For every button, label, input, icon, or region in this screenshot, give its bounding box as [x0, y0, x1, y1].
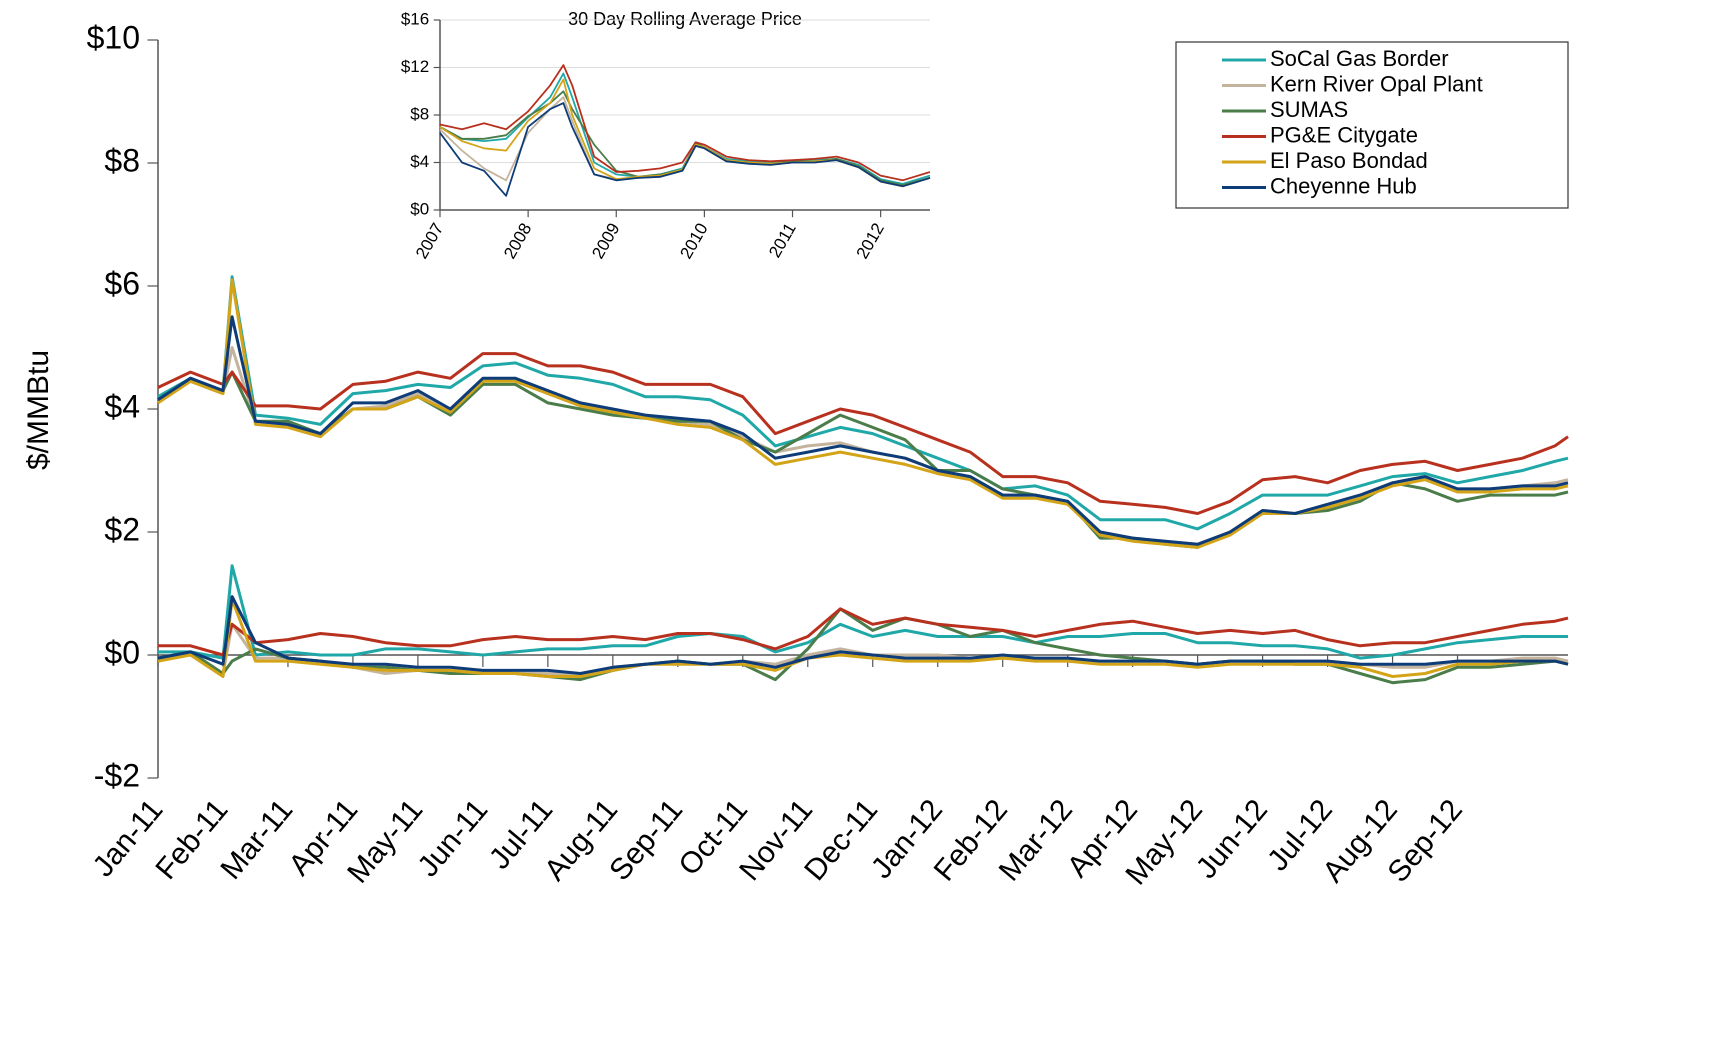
y-tick-label: $6 [104, 265, 140, 301]
y-tick-label: $16 [401, 9, 429, 28]
line-series [157, 278, 1569, 549]
line-series [158, 564, 1568, 660]
legend-label: SoCal Gas Border [1270, 46, 1449, 71]
y-tick-label: $4 [410, 152, 429, 171]
y-tick-label: $10 [87, 19, 140, 55]
y-tick-label: $8 [410, 104, 429, 123]
x-tick-label: Mar-11 [214, 793, 299, 885]
x-tick-label: Mar-12 [993, 793, 1079, 887]
line-series [157, 370, 1569, 549]
line-series [157, 315, 1569, 546]
line-series [157, 607, 1569, 685]
y-axis-label: $/MMBtu [22, 350, 55, 470]
line-series [439, 102, 931, 197]
legend-label: Kern River Opal Plant [1270, 71, 1483, 96]
line-series [157, 595, 1569, 675]
line-series [157, 352, 1569, 515]
x-tick-label: Dec-11 [798, 793, 884, 887]
line-series [158, 607, 1569, 657]
x-tick-label: Jun-11 [411, 793, 494, 883]
inset-background [372, 0, 935, 290]
y-tick-label: $0 [104, 634, 140, 670]
y-tick-label: $8 [104, 142, 140, 178]
y-tick-label: $12 [401, 57, 429, 76]
y-tick-label: -$2 [94, 757, 140, 793]
legend-label: SUMAS [1270, 97, 1348, 122]
line-series [157, 598, 1569, 678]
legend-label: PG&E Citygate [1270, 122, 1418, 147]
legend-label: El Paso Bondad [1270, 148, 1428, 173]
chart-title: 30 Day Rolling Average Price [568, 9, 802, 29]
line-series [439, 64, 931, 182]
legend-label: Cheyenne Hub [1270, 173, 1417, 198]
line-series [157, 275, 1569, 531]
y-tick-label: $4 [104, 388, 140, 424]
y-tick-label: $0 [410, 199, 429, 218]
y-tick-label: $2 [104, 511, 140, 547]
x-tick-label: Sep-11 [603, 793, 689, 887]
line-series [157, 346, 1569, 546]
x-tick-label: Feb-11 [149, 793, 234, 885]
legend-box [1175, 41, 1569, 209]
x-tick-label: Jun-12 [1190, 793, 1274, 884]
